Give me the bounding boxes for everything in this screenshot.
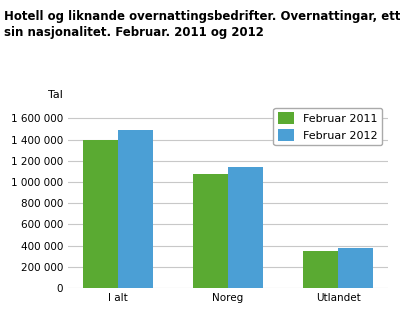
Legend: Februar 2011, Februar 2012: Februar 2011, Februar 2012 [273, 108, 382, 145]
Bar [338, 248, 374, 288]
Bar [193, 174, 228, 288]
Bar [303, 251, 338, 288]
Bar [118, 130, 153, 288]
Bar [228, 167, 263, 288]
Text: Hotell og liknande overnattingsbedrifter. Overnattingar, etter gjestene
sin nasj: Hotell og liknande overnattingsbedrifter… [4, 10, 400, 39]
Bar [82, 140, 118, 288]
Text: Tal: Tal [48, 90, 63, 100]
